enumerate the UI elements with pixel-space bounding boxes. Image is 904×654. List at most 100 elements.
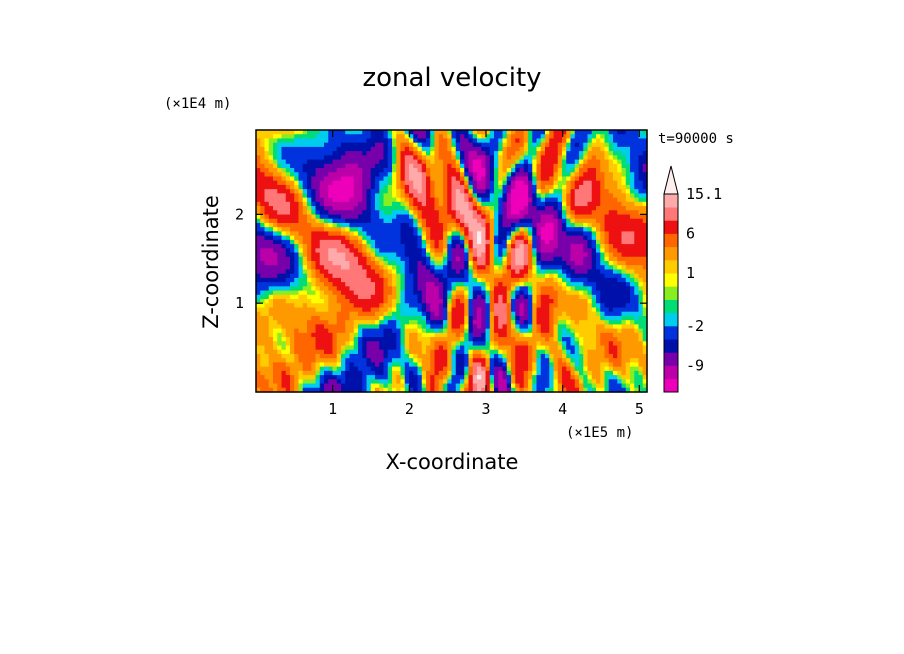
field-cell	[311, 201, 317, 207]
field-cell	[519, 341, 525, 347]
field-cell	[379, 299, 385, 304]
field-cell	[621, 265, 627, 271]
field-cell	[523, 320, 529, 325]
field-cell	[341, 332, 346, 338]
field-cell	[298, 299, 304, 304]
field-cell	[515, 235, 521, 241]
field-cell	[281, 353, 287, 359]
field-cell	[485, 163, 491, 169]
field-cell	[472, 176, 478, 182]
field-cell	[587, 320, 593, 325]
field-cell	[485, 315, 491, 321]
field-cell	[540, 315, 546, 321]
field-cell	[417, 349, 423, 355]
field-cell	[591, 265, 597, 271]
field-cell	[264, 151, 270, 156]
field-cell	[336, 299, 342, 304]
field-cell	[519, 134, 525, 140]
field-cell	[477, 227, 482, 233]
field-cell	[540, 328, 546, 334]
field-cell	[591, 273, 597, 279]
field-cell	[256, 206, 261, 211]
field-cell	[562, 146, 567, 152]
field-cell	[596, 248, 601, 254]
field-cell	[438, 155, 444, 161]
field-cell	[583, 235, 589, 241]
field-cell	[477, 146, 482, 152]
field-cell	[540, 282, 546, 287]
field-cell	[260, 299, 266, 304]
field-cell	[273, 197, 278, 203]
field-cell	[285, 358, 291, 364]
field-cell	[319, 341, 325, 347]
field-cell	[434, 324, 440, 330]
field-cell	[638, 163, 644, 169]
field-cell	[362, 349, 368, 355]
field-cell	[417, 206, 423, 211]
field-cell	[540, 180, 546, 186]
field-cell	[549, 201, 555, 207]
field-cell	[277, 206, 283, 211]
field-cell	[404, 273, 410, 279]
field-cell	[630, 244, 635, 249]
field-cell	[302, 277, 308, 283]
field-cell	[570, 163, 576, 169]
field-cell	[268, 290, 274, 296]
field-cell	[553, 193, 559, 199]
field-cell	[587, 214, 593, 220]
field-cell	[638, 134, 644, 140]
field-cell	[608, 324, 614, 330]
field-cell	[583, 337, 589, 342]
field-cell	[481, 269, 487, 275]
field-cell	[383, 222, 389, 228]
field-cell	[426, 239, 431, 245]
field-cell	[540, 244, 546, 249]
field-cell	[400, 328, 406, 334]
field-cell	[324, 324, 329, 330]
field-cell	[625, 231, 631, 237]
field-cell	[587, 353, 593, 359]
field-cell	[515, 218, 521, 224]
field-cell	[642, 261, 648, 266]
field-cell	[387, 218, 393, 224]
field-cell	[540, 197, 546, 203]
field-cell	[370, 222, 376, 228]
field-cell	[451, 290, 457, 296]
field-cell	[583, 277, 589, 283]
field-cell	[447, 252, 453, 258]
field-cell	[379, 269, 385, 275]
field-cell	[311, 332, 317, 338]
field-cell	[545, 315, 550, 321]
field-cell	[566, 201, 572, 207]
field-cell	[302, 227, 308, 233]
field-cell	[498, 261, 504, 266]
field-cell	[366, 294, 372, 300]
field-cell	[566, 286, 572, 292]
field-cell	[608, 197, 614, 203]
field-cell	[506, 324, 512, 330]
field-cell	[485, 328, 491, 334]
field-cell	[413, 142, 419, 148]
field-cell	[302, 235, 308, 241]
field-cell	[298, 168, 304, 173]
field-cell	[562, 332, 567, 338]
field-cell	[358, 337, 363, 342]
field-cell	[332, 345, 338, 351]
field-cell	[468, 353, 474, 359]
field-cell	[468, 159, 474, 165]
field-cell	[396, 206, 402, 211]
field-cell	[370, 282, 376, 287]
field-cell	[532, 256, 538, 262]
field-cell	[557, 282, 563, 287]
field-cell	[489, 269, 495, 275]
field-cell	[319, 239, 325, 245]
field-cell	[277, 142, 283, 148]
field-cell	[336, 231, 342, 237]
field-cell	[290, 193, 295, 199]
field-cell	[409, 146, 414, 152]
field-cell	[494, 328, 499, 334]
field-cell	[540, 138, 546, 144]
field-cell	[328, 277, 334, 283]
field-cell	[400, 239, 406, 245]
field-cell	[264, 239, 270, 245]
